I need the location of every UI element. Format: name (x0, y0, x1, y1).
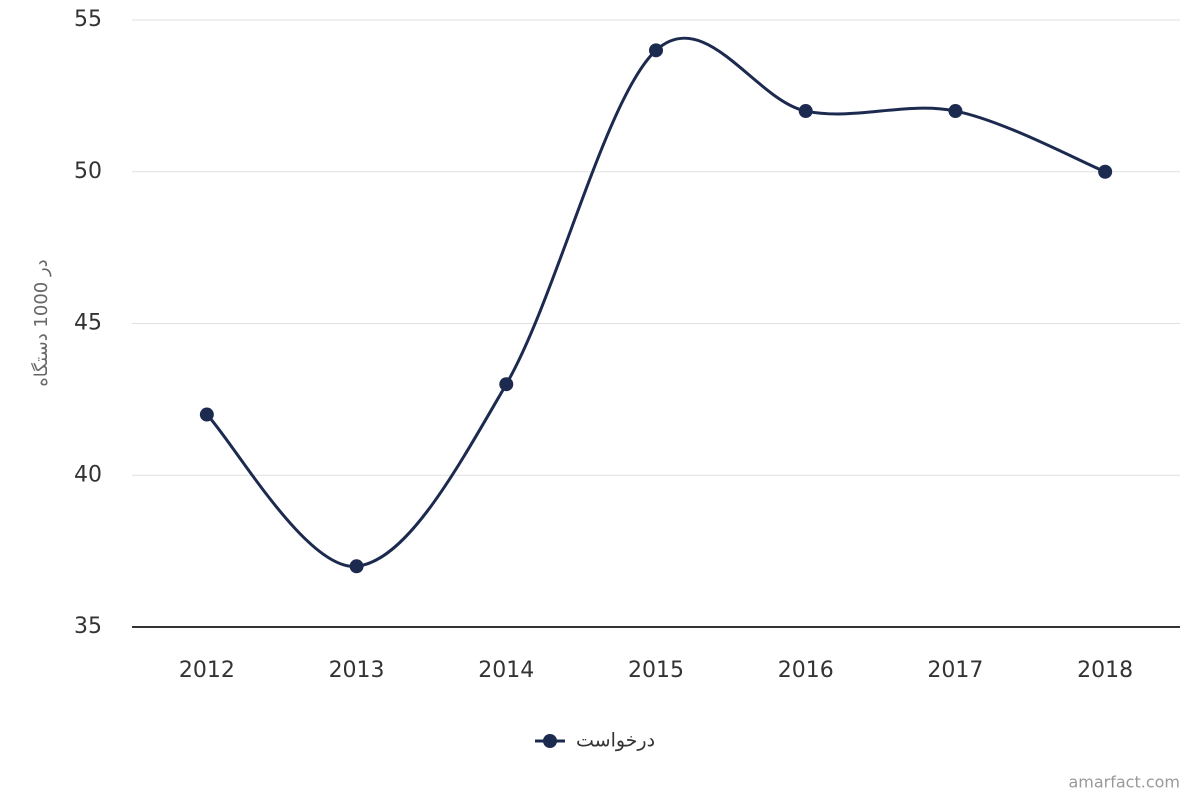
point (499, 377, 514, 392)
point (349, 559, 364, 574)
line (205, 36, 1106, 568)
credits: amarfact.com (1068, 773, 1180, 792)
x-tick-label: 2017 (927, 658, 983, 683)
legend-label: درخواست (576, 730, 655, 752)
x-tick-label: 2015 (628, 658, 684, 683)
legend-item: درخواست (535, 730, 655, 752)
y-tick-label: 45 (74, 311, 102, 336)
y-tick-label: 50 (74, 159, 102, 184)
point (1098, 164, 1113, 179)
x-tick-label: 2016 (778, 658, 834, 683)
y-tick-label: 55 (74, 7, 102, 32)
y-axis-title: در 1000 دستگاه (30, 259, 52, 386)
x-tick-label: 2012 (179, 658, 235, 683)
point (948, 104, 963, 119)
x-tick-label: 2018 (1077, 658, 1133, 683)
y-tick-label: 40 (74, 462, 102, 487)
point (199, 407, 214, 422)
point (649, 43, 663, 58)
y-tick-label: 35 (74, 614, 102, 639)
legend-symbol (543, 734, 557, 748)
x-tick-label: 2014 (478, 658, 534, 683)
point (798, 104, 813, 119)
x-tick-label: 2013 (329, 658, 385, 683)
